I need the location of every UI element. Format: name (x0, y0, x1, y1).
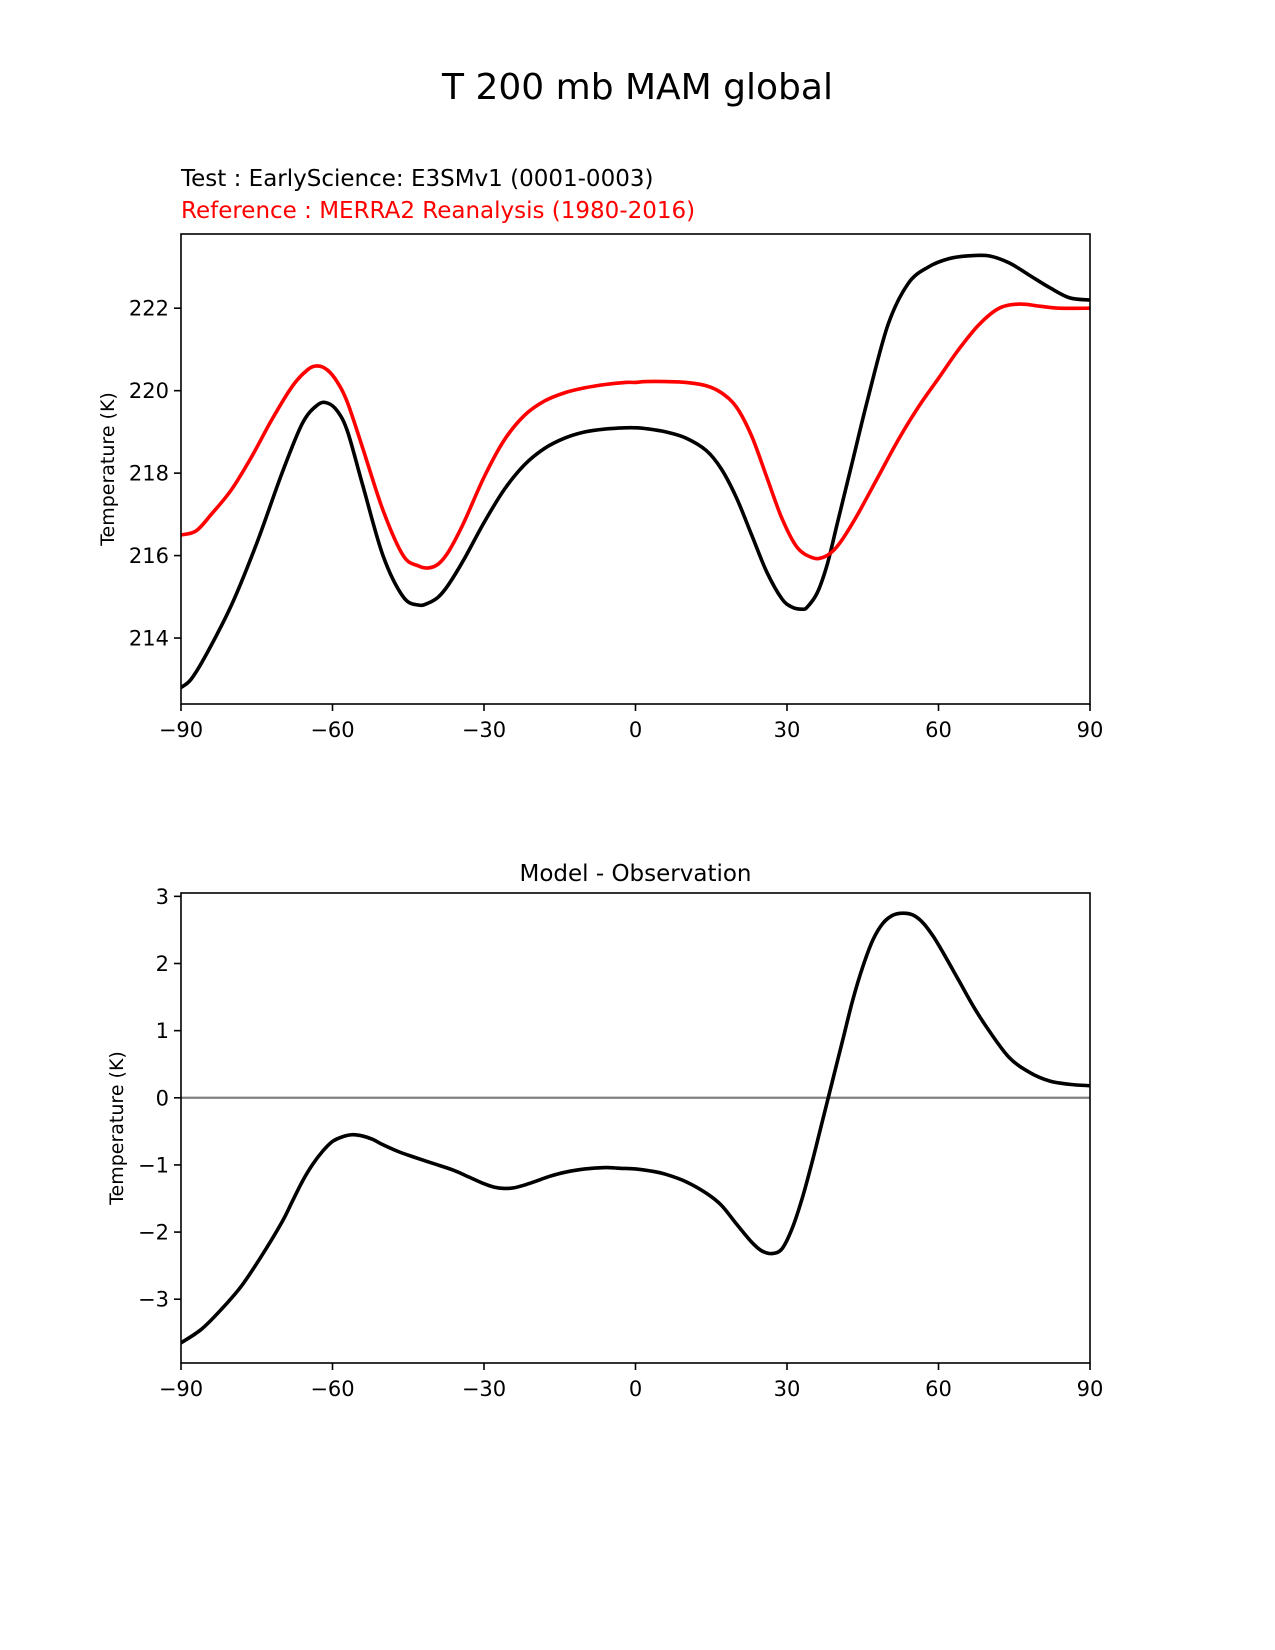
series-line-1-0 (181, 911, 1090, 1345)
y-tick-label: 0 (156, 1086, 169, 1110)
y-tick-label: 2 (156, 952, 169, 976)
y-tick-label: 218 (129, 462, 169, 486)
x-tick-label: 60 (925, 718, 952, 742)
series-group (181, 911, 1090, 1345)
reference-label: Reference : MERRA2 Reanalysis (1980-2016… (181, 198, 696, 224)
x-tick-label: 0 (629, 1377, 642, 1401)
figure-title: T 200 mb MAM global (442, 67, 833, 108)
x-tick-label: 30 (774, 1377, 801, 1401)
series-group (181, 253, 1090, 690)
x-tick-label: −60 (310, 718, 354, 742)
y-tick-label: 214 (129, 627, 169, 651)
test-label: Test : EarlyScience: E3SMv1 (0001-0003) (181, 166, 654, 192)
y-axis-label: Temperature (K) (97, 392, 119, 547)
x-tick-label: 90 (1077, 718, 1104, 742)
x-tick-label: 0 (629, 718, 642, 742)
y-tick-label: −1 (138, 1153, 169, 1177)
axes-frame (180, 892, 1091, 1364)
x-tick-label: 60 (925, 1377, 952, 1401)
x-tick-label: −30 (462, 718, 506, 742)
y-tick-label: 222 (129, 297, 169, 321)
y-tick-label: 220 (129, 379, 169, 403)
y-tick-label: −2 (138, 1221, 169, 1245)
x-tick-label: −90 (159, 1377, 203, 1401)
axes-frame (180, 233, 1091, 705)
series-line-0-0 (181, 253, 1090, 690)
top-panel: −90 −60 −30 0 30 60 90 214 216 218 220 222 Temperatu… (97, 233, 1104, 742)
x-tick-label: −60 (310, 1377, 354, 1401)
y-tick-label: −3 (138, 1288, 169, 1312)
x-tick-label: 30 (774, 718, 801, 742)
y-axis-label: Temperature (K) (106, 1051, 128, 1206)
bottom-panel: −90 −60 −30 0 30 60 90 −3 −2 −1 0 1 2 3 Temperature (K… (106, 861, 1103, 1401)
y-tick-label: 216 (129, 544, 169, 568)
x-tick-label: −30 (462, 1377, 506, 1401)
y-tick-label: 3 (156, 885, 169, 909)
panel-title: Model - Observation (519, 861, 751, 887)
x-tick-label: 90 (1077, 1377, 1104, 1401)
y-tick-label: 1 (156, 1019, 169, 1043)
series-line-0-1 (181, 302, 1090, 570)
x-tick-label: −90 (159, 718, 203, 742)
